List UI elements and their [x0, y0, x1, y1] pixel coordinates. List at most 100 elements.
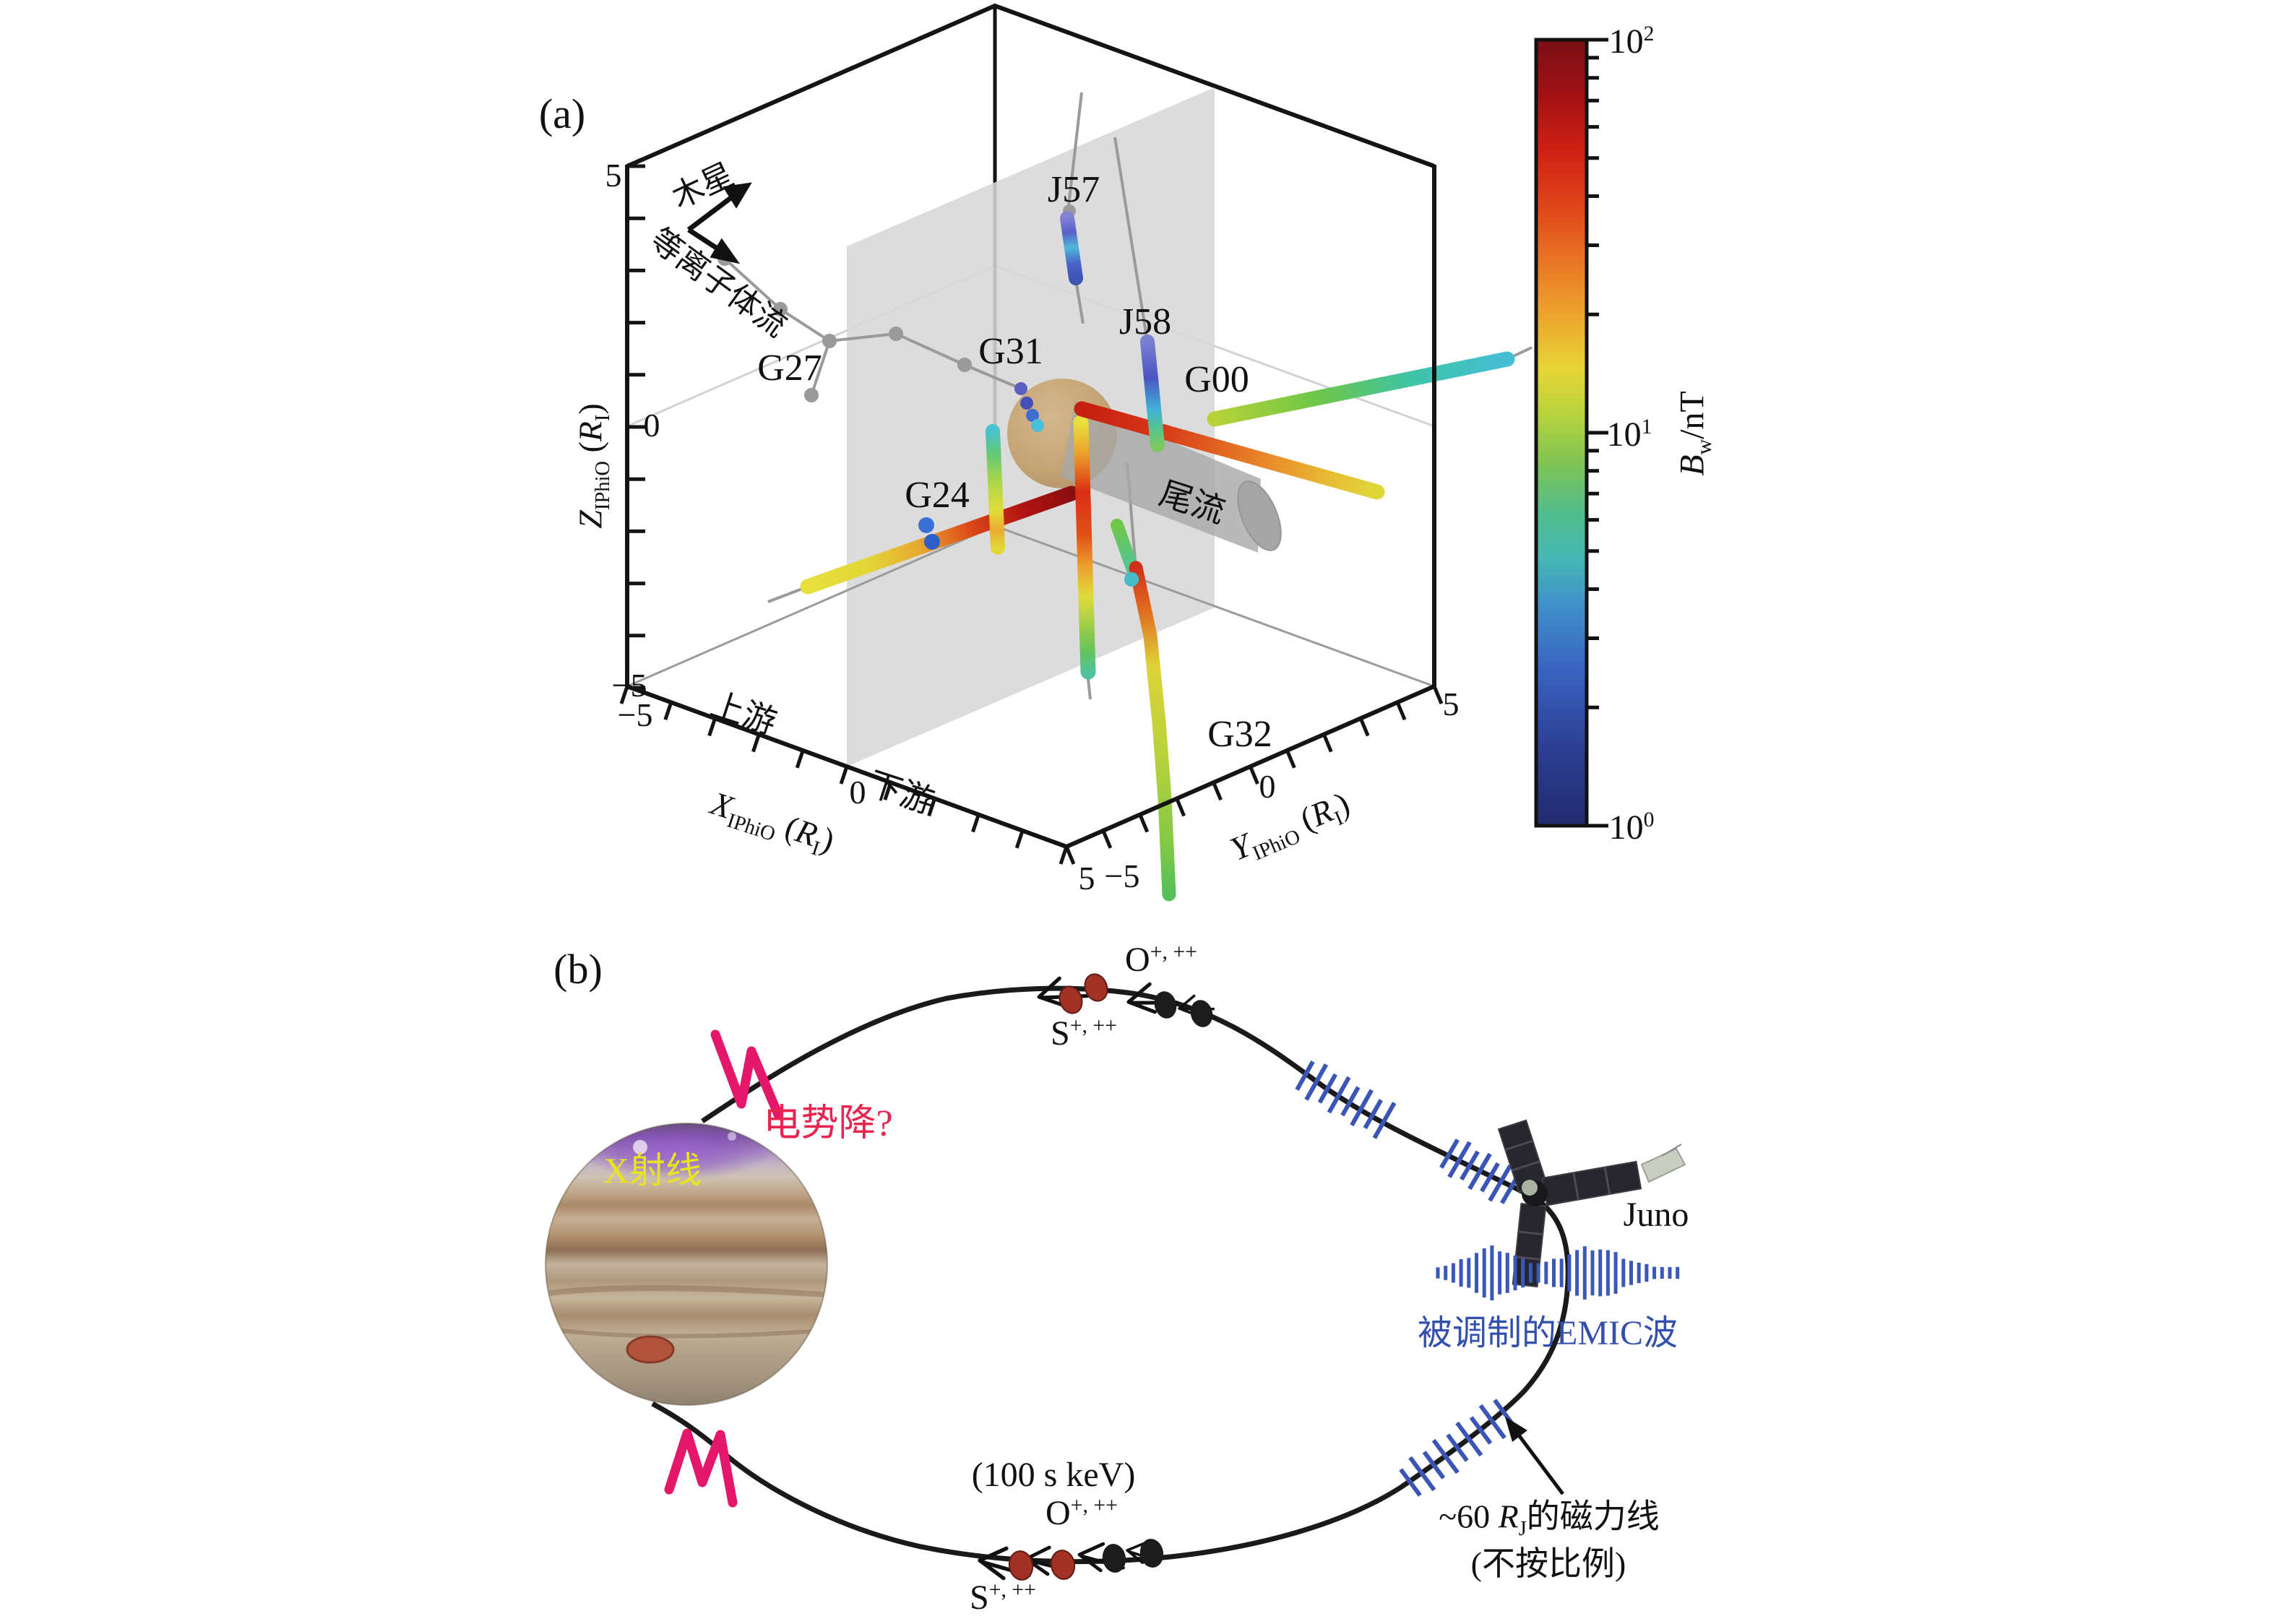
energy-label: (100 s keV) — [971, 1456, 1136, 1494]
potential-drop-symbols — [664, 1029, 783, 1508]
wave-packet-stroke — [1363, 1099, 1383, 1130]
wave-packet-stroke — [1447, 1141, 1472, 1178]
colorbar-tick-100: 102 — [1608, 22, 1655, 61]
box-top-edges — [626, 3, 1436, 168]
wave-packet-stroke — [1422, 1451, 1446, 1480]
emic-wave-packets — [1295, 1061, 1520, 1497]
ion-group-top — [1036, 971, 1215, 1027]
wake-cylinder — [1061, 402, 1282, 553]
y-axis-tick — [1322, 733, 1333, 753]
axis-ticks — [619, 164, 1444, 865]
x-axis-tick — [663, 701, 673, 720]
trajectory-j57 — [1060, 211, 1083, 285]
oxygen-ion — [1102, 1544, 1126, 1573]
aurora-bright-spot — [633, 1140, 647, 1154]
fieldline-note-line1: ~60 RJ的磁力线 — [1439, 1498, 1660, 1540]
great-red-spot — [626, 1335, 675, 1364]
wave-packet-stroke — [1469, 1416, 1493, 1445]
x-axis-tick — [619, 686, 629, 704]
colorbar-ticks — [1587, 38, 1608, 828]
oxygen-ion — [1139, 1539, 1164, 1568]
wave-packet-stroke — [1350, 1089, 1374, 1127]
trajectory-j58 — [1140, 334, 1165, 452]
potential-drop-label: 电势降? — [763, 1103, 893, 1144]
wave-packet-stroke — [1340, 1086, 1361, 1117]
y-axis-tick — [1101, 829, 1113, 849]
wave-packet-stroke — [1439, 1139, 1460, 1169]
sulfur-ion — [1050, 1550, 1076, 1580]
oxygen-label-bottom: O+, ++ — [1046, 1493, 1118, 1532]
gray-trajectory-paths — [717, 92, 1533, 700]
flyby-label-g24: G24 — [905, 475, 970, 516]
wave-packet-stroke — [1431, 1438, 1460, 1474]
x-tick-0: 0 — [849, 774, 866, 811]
wave-packet-stroke — [1480, 1162, 1500, 1193]
wave-packet-stroke — [1372, 1102, 1397, 1139]
y-axis-tick — [1064, 846, 1076, 865]
wave-packet-stroke — [1478, 1404, 1506, 1440]
trajectory-dots — [918, 382, 1139, 587]
y-axis-tick — [1249, 766, 1259, 785]
wave-packet-stroke — [1304, 1063, 1329, 1101]
z-tick-5: 5 — [605, 157, 622, 194]
panel-a-label: (a) — [538, 90, 586, 137]
sulfur-label-top: S+, ++ — [1051, 1014, 1117, 1053]
flyby-label-g00: G00 — [1184, 359, 1249, 400]
juno-magnetometer-boom — [1640, 1147, 1686, 1183]
fieldline-pointer — [1505, 1417, 1564, 1495]
x-axis-tick — [1059, 846, 1069, 865]
y-axis-tick — [1175, 798, 1186, 817]
colorbar-title: Bw/nT — [1673, 391, 1716, 476]
wave-packet-stroke — [1295, 1061, 1315, 1091]
trajectory-g32 — [1129, 561, 1176, 902]
potential-drop-m — [664, 1428, 738, 1508]
x-axis-tick — [751, 733, 761, 753]
sulfur-ion — [1059, 985, 1083, 1014]
flyby-label-g27: G27 — [757, 347, 822, 389]
y-axis-tick — [1432, 686, 1444, 704]
direction-arrows — [686, 182, 752, 264]
x-axis-tick — [707, 717, 717, 737]
y-axis-tick — [1138, 813, 1150, 833]
flyby-label-g32: G32 — [1207, 714, 1272, 755]
wave-packet-stroke — [1488, 1165, 1512, 1202]
z-tick-m5: −5 — [611, 667, 647, 704]
panel-b-schematic — [545, 971, 1686, 1581]
x-axis-tick — [795, 750, 805, 769]
emic-waveform — [1436, 1245, 1680, 1301]
colorbar — [1534, 38, 1589, 828]
flyby-label-j57: J57 — [1047, 169, 1100, 210]
trajectory-g24-vertical — [986, 424, 1005, 555]
jupiter-arrow — [686, 192, 738, 232]
oxygen-label-top: O+, ++ — [1125, 940, 1197, 979]
juno-label: Juno — [1623, 1196, 1689, 1234]
sulfur-label-bottom: S+, ++ — [970, 1578, 1036, 1617]
y-axis-tick — [1395, 701, 1407, 721]
colorbar-tick-1: 100 — [1608, 808, 1655, 847]
x-axis-tick — [1014, 830, 1025, 849]
xray-label: X射线 — [603, 1150, 702, 1191]
flyby-label-g31: G31 — [978, 331, 1043, 372]
z-axis-label: ZIPhiO (RI) — [572, 403, 614, 529]
juno-spacecraft-icon — [1497, 1119, 1686, 1288]
x-axis-tick — [883, 782, 893, 800]
wave-packet-stroke — [1446, 1433, 1469, 1462]
x-tick-5: 5 — [1078, 860, 1095, 897]
z-tick-0: 0 — [643, 407, 660, 444]
x-axis-tick — [971, 813, 980, 833]
plasma-flow-arrowhead — [710, 238, 741, 264]
y-axis-tick — [1285, 749, 1296, 769]
wave-packet-stroke — [1408, 1456, 1436, 1492]
trajectory-g00-far — [1207, 351, 1515, 427]
x-axis-tick — [839, 766, 849, 785]
wave-packet-stroke — [1467, 1152, 1492, 1191]
jupiter-image — [545, 1123, 828, 1406]
y-tick-m5: −5 — [1104, 858, 1140, 894]
x-axis-tick — [927, 798, 936, 817]
trajectory-g00-near — [1074, 401, 1385, 500]
oxygen-ion — [1190, 1000, 1213, 1027]
colorbar-tick-10: 101 — [1606, 415, 1652, 454]
wave-packet-stroke — [1317, 1073, 1338, 1104]
